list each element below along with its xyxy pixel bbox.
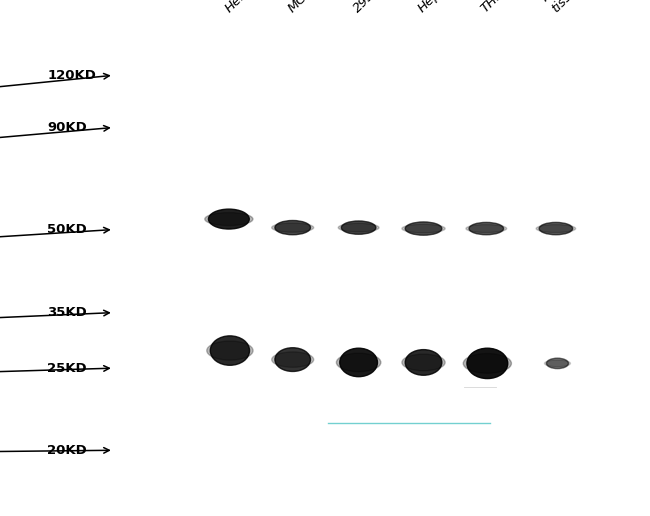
Ellipse shape [402,224,445,233]
Ellipse shape [467,348,508,379]
Text: HepG2: HepG2 [416,0,457,15]
Ellipse shape [272,352,314,367]
Text: 50KD: 50KD [47,223,87,236]
Ellipse shape [402,354,445,371]
Ellipse shape [275,348,311,372]
Ellipse shape [469,222,504,235]
Ellipse shape [536,224,576,233]
Ellipse shape [539,222,573,235]
Ellipse shape [205,213,253,225]
Ellipse shape [337,353,381,372]
Text: MCF-7: MCF-7 [285,0,323,15]
Ellipse shape [545,360,571,367]
Ellipse shape [340,348,378,377]
Ellipse shape [275,220,311,235]
Ellipse shape [272,223,314,232]
Ellipse shape [211,336,250,365]
Ellipse shape [463,353,512,373]
Text: THP-1: THP-1 [478,0,515,15]
Ellipse shape [338,223,379,232]
Text: 25KD: 25KD [47,362,86,375]
Text: 293: 293 [350,0,378,15]
Ellipse shape [405,222,442,235]
Ellipse shape [209,209,249,229]
Text: 120KD: 120KD [47,69,96,82]
Text: 20KD: 20KD [47,444,87,457]
Text: Hela: Hela [222,0,253,15]
Text: 90KD: 90KD [47,121,87,134]
Ellipse shape [207,341,253,360]
Ellipse shape [405,350,442,375]
Ellipse shape [466,224,507,233]
Text: Mouse brain
tissue: Mouse brain tissue [539,0,616,15]
Text: 35KD: 35KD [47,306,87,319]
Ellipse shape [547,358,569,368]
Ellipse shape [341,221,376,234]
